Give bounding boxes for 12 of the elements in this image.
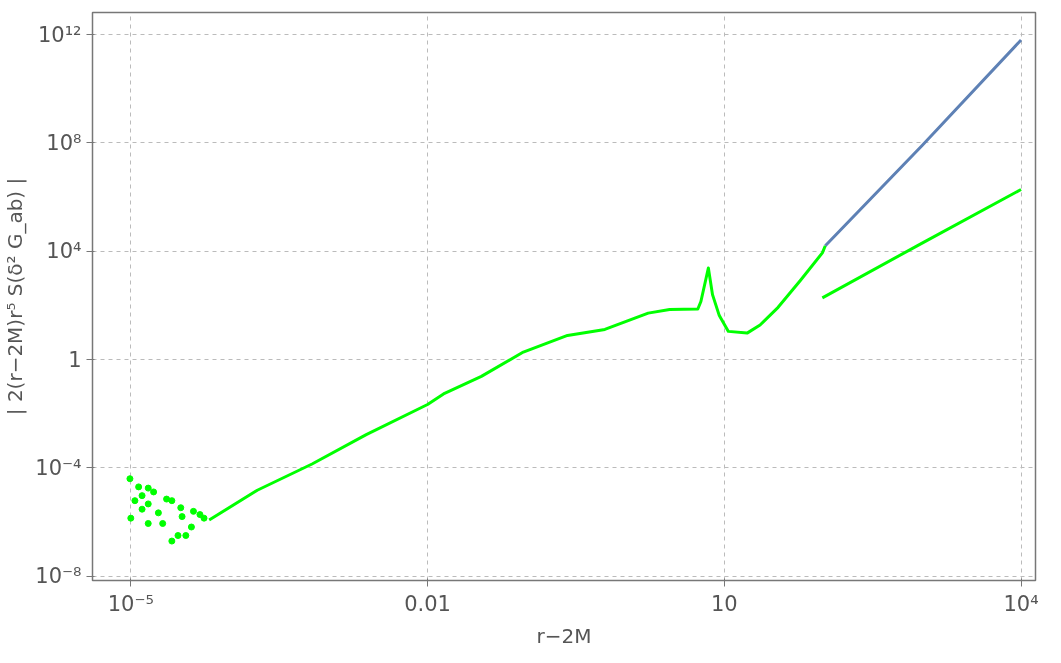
y-tick-label: 10⁻⁸ xyxy=(35,564,82,589)
x-tick-label: 10⁻⁵ xyxy=(107,591,154,616)
y-tick-label: 1 xyxy=(68,347,82,372)
y-tick-label: 10⁸ xyxy=(46,130,82,155)
x-tick-label: 0.01 xyxy=(404,591,451,616)
y-axis-title: | 2(r−2M)r⁵ S(δ² G_ab) | xyxy=(3,177,28,416)
x-tick-label: 10 xyxy=(710,591,738,616)
y-tick-label: 10⁻⁴ xyxy=(35,455,82,480)
x-tick-label: 10⁴ xyxy=(1003,591,1039,616)
y-tick-label: 10¹² xyxy=(37,22,82,47)
x-axis-title: r−2M xyxy=(536,623,592,648)
y-tick-label: 10⁴ xyxy=(46,239,82,264)
